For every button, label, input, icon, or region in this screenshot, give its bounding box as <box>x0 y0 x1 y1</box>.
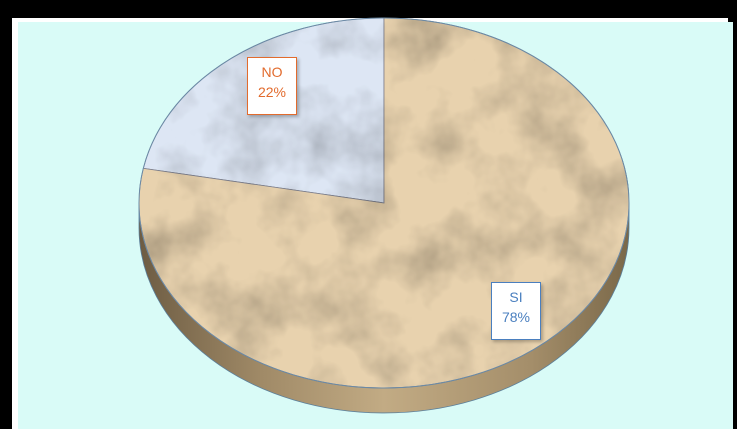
slice-percent-label: 22% <box>257 84 287 100</box>
slice-name-label: NO <box>261 64 283 80</box>
data-label-no: NO 22% <box>247 57 297 115</box>
data-label-si: SI 78% <box>491 282 541 340</box>
pie-rim <box>138 17 630 389</box>
slice-name-label: SI <box>509 289 523 305</box>
slice-percent-label: 78% <box>501 309 531 325</box>
